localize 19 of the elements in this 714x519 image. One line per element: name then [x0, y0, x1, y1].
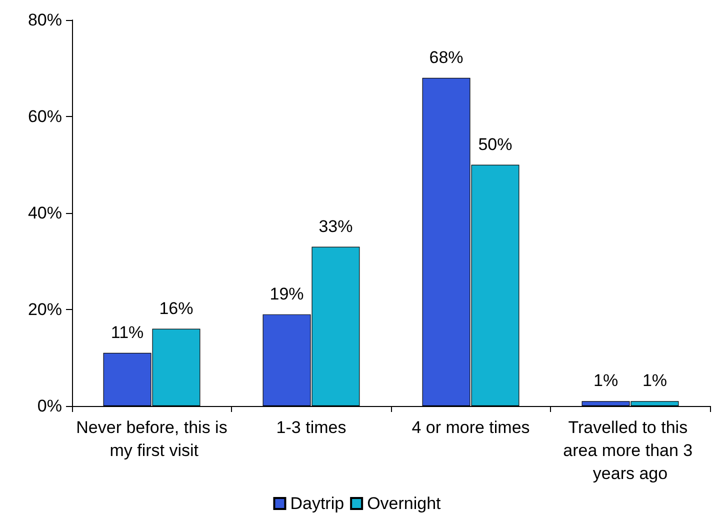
data-label: 50% — [478, 134, 512, 154]
y-tick-label: 20% — [28, 300, 62, 319]
x-tick-label: 4 or more times — [412, 418, 530, 437]
y-tick-label: 40% — [28, 204, 62, 222]
x-tick-label: 1-3 times — [276, 418, 346, 437]
data-label: 68% — [429, 48, 464, 67]
data-label: 19% — [270, 284, 304, 304]
legend-label: Overnight — [367, 494, 442, 513]
data-label: 16% — [159, 298, 194, 318]
legend-label: Daytrip — [290, 494, 344, 513]
x-tick-label: Travelled to this area more than 3 years ago — [563, 418, 698, 483]
y-tick-label: 0% — [37, 396, 62, 416]
data-label: 1% — [593, 371, 618, 390]
x-tick-label: Never before, this is my first visit — [76, 418, 228, 460]
data-label: 33% — [318, 216, 353, 236]
data-label: 11% — [110, 322, 144, 342]
data-label: 1% — [642, 371, 668, 390]
y-tick-label: 80% — [28, 10, 62, 30]
y-tick-label: 60% — [28, 107, 62, 126]
